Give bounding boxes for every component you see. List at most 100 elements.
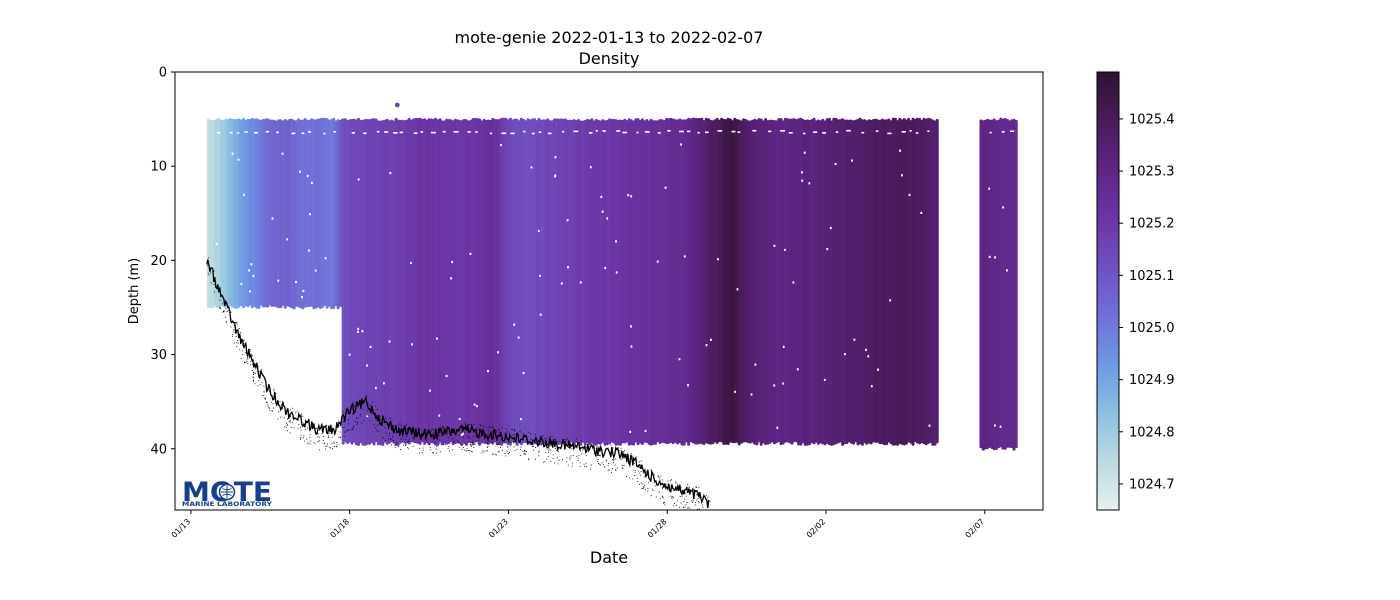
scatter-gap — [792, 281, 795, 284]
seafloor-speck — [620, 458, 622, 460]
seafloor-speck — [420, 434, 422, 436]
seafloor-speck — [317, 441, 319, 442]
scatter-gap — [834, 162, 837, 166]
scatter-gap — [240, 283, 243, 286]
scatter-gap — [784, 248, 786, 251]
scatter-gap — [357, 178, 360, 181]
seafloor-speck — [493, 430, 495, 431]
seafloor-speck — [295, 412, 297, 414]
scatter-gap — [311, 181, 313, 184]
seafloor-speck — [658, 475, 659, 477]
seafloor-speck — [641, 487, 643, 489]
scatter-gap — [994, 256, 996, 259]
seafloor-speck — [696, 493, 698, 495]
seafloor-speck — [520, 455, 522, 456]
seafloor-speck — [338, 436, 340, 438]
seafloor-speck — [333, 445, 335, 447]
seafloor-speck — [302, 415, 304, 417]
seafloor-speck — [310, 440, 312, 442]
scatter-gap — [656, 260, 659, 263]
seafloor-speck — [239, 349, 241, 351]
scatter-gap — [539, 313, 542, 316]
seafloor-speck — [333, 442, 335, 444]
scatter-gap — [229, 131, 233, 134]
colorbar-tick-label-4: 1025.1 — [1129, 269, 1175, 284]
seafloor-speck — [357, 405, 359, 407]
seafloor-speck — [324, 443, 326, 445]
seafloor-speck — [469, 449, 471, 451]
seafloor-speck — [608, 463, 609, 464]
seafloor-speck — [566, 457, 568, 459]
seafloor-speck — [286, 430, 288, 432]
seafloor-speck — [301, 420, 302, 422]
colorbar-tick-label-2: 1024.9 — [1129, 373, 1175, 388]
seafloor-speck — [615, 470, 617, 471]
scatter-gap — [602, 130, 606, 132]
seafloor-speck — [390, 423, 392, 425]
scatter-gap — [522, 372, 525, 375]
seafloor-speck — [319, 449, 320, 451]
seafloor-speck — [353, 426, 354, 428]
scatter-gap — [604, 266, 607, 270]
seafloor-speck — [358, 402, 360, 404]
seafloor-speck — [622, 456, 623, 457]
seafloor-speck — [605, 460, 607, 462]
seafloor-speck — [290, 416, 291, 418]
seafloor-speck — [566, 438, 568, 440]
seafloor-speck — [622, 464, 623, 466]
seafloor-speck — [357, 422, 358, 424]
seafloor-speck — [527, 431, 529, 433]
seafloor-speck — [603, 463, 604, 465]
seafloor-speck — [485, 450, 487, 452]
seafloor-speck — [367, 415, 369, 416]
seafloor-speck — [214, 291, 215, 293]
seafloor-speck — [206, 265, 208, 267]
scatter-gap — [630, 325, 632, 328]
scatter-gap — [216, 132, 221, 134]
seafloor-speck — [408, 448, 410, 450]
scatter-gap — [560, 282, 563, 285]
seafloor-speck — [684, 498, 686, 500]
seafloor-speck — [405, 430, 406, 432]
seafloor-speck — [244, 362, 245, 364]
seafloor-speck — [331, 442, 333, 444]
seafloor-speck — [405, 444, 407, 446]
seafloor-speck — [663, 502, 665, 503]
scatter-gap — [411, 343, 413, 346]
seafloor-speck — [424, 431, 426, 433]
mote-logo: MOTE MARINE LABORATORY — [182, 477, 273, 508]
colorbar-tick-label-3: 1025.0 — [1129, 321, 1175, 336]
seafloor-speck — [308, 442, 310, 444]
seafloor-speck — [398, 424, 399, 426]
seafloor-speck — [480, 425, 481, 427]
seafloor-speck — [707, 496, 709, 498]
seafloor-speck — [684, 506, 686, 508]
seafloor-speck — [448, 450, 450, 452]
seafloor-speck — [208, 274, 210, 276]
seafloor-speck — [699, 497, 700, 499]
scatter-gap — [314, 269, 317, 272]
seafloor-speck — [246, 359, 248, 361]
scatter-gap — [889, 299, 892, 302]
seafloor-speck — [482, 433, 483, 435]
seafloor-speck — [488, 426, 490, 428]
seafloor-speck — [210, 272, 212, 274]
seafloor-speck — [544, 444, 546, 446]
seafloor-speck — [369, 405, 371, 406]
seafloor-speck — [223, 310, 224, 312]
seafloor-speck — [485, 427, 487, 429]
seafloor-speck — [397, 431, 399, 433]
seafloor-speck — [689, 486, 690, 488]
seafloor-speck — [280, 416, 282, 418]
seafloor-speck — [442, 431, 444, 433]
scatter-gap — [458, 417, 461, 421]
seafloor-speck — [480, 436, 482, 437]
seafloor-speck — [387, 437, 389, 439]
scatter-gap — [877, 368, 879, 371]
seafloor-speck — [555, 447, 556, 449]
seafloor-speck — [630, 453, 632, 455]
seafloor-speck — [517, 434, 519, 436]
seafloor-speck — [396, 431, 398, 433]
seafloor-speck — [371, 408, 372, 410]
seafloor-speck — [651, 475, 652, 477]
